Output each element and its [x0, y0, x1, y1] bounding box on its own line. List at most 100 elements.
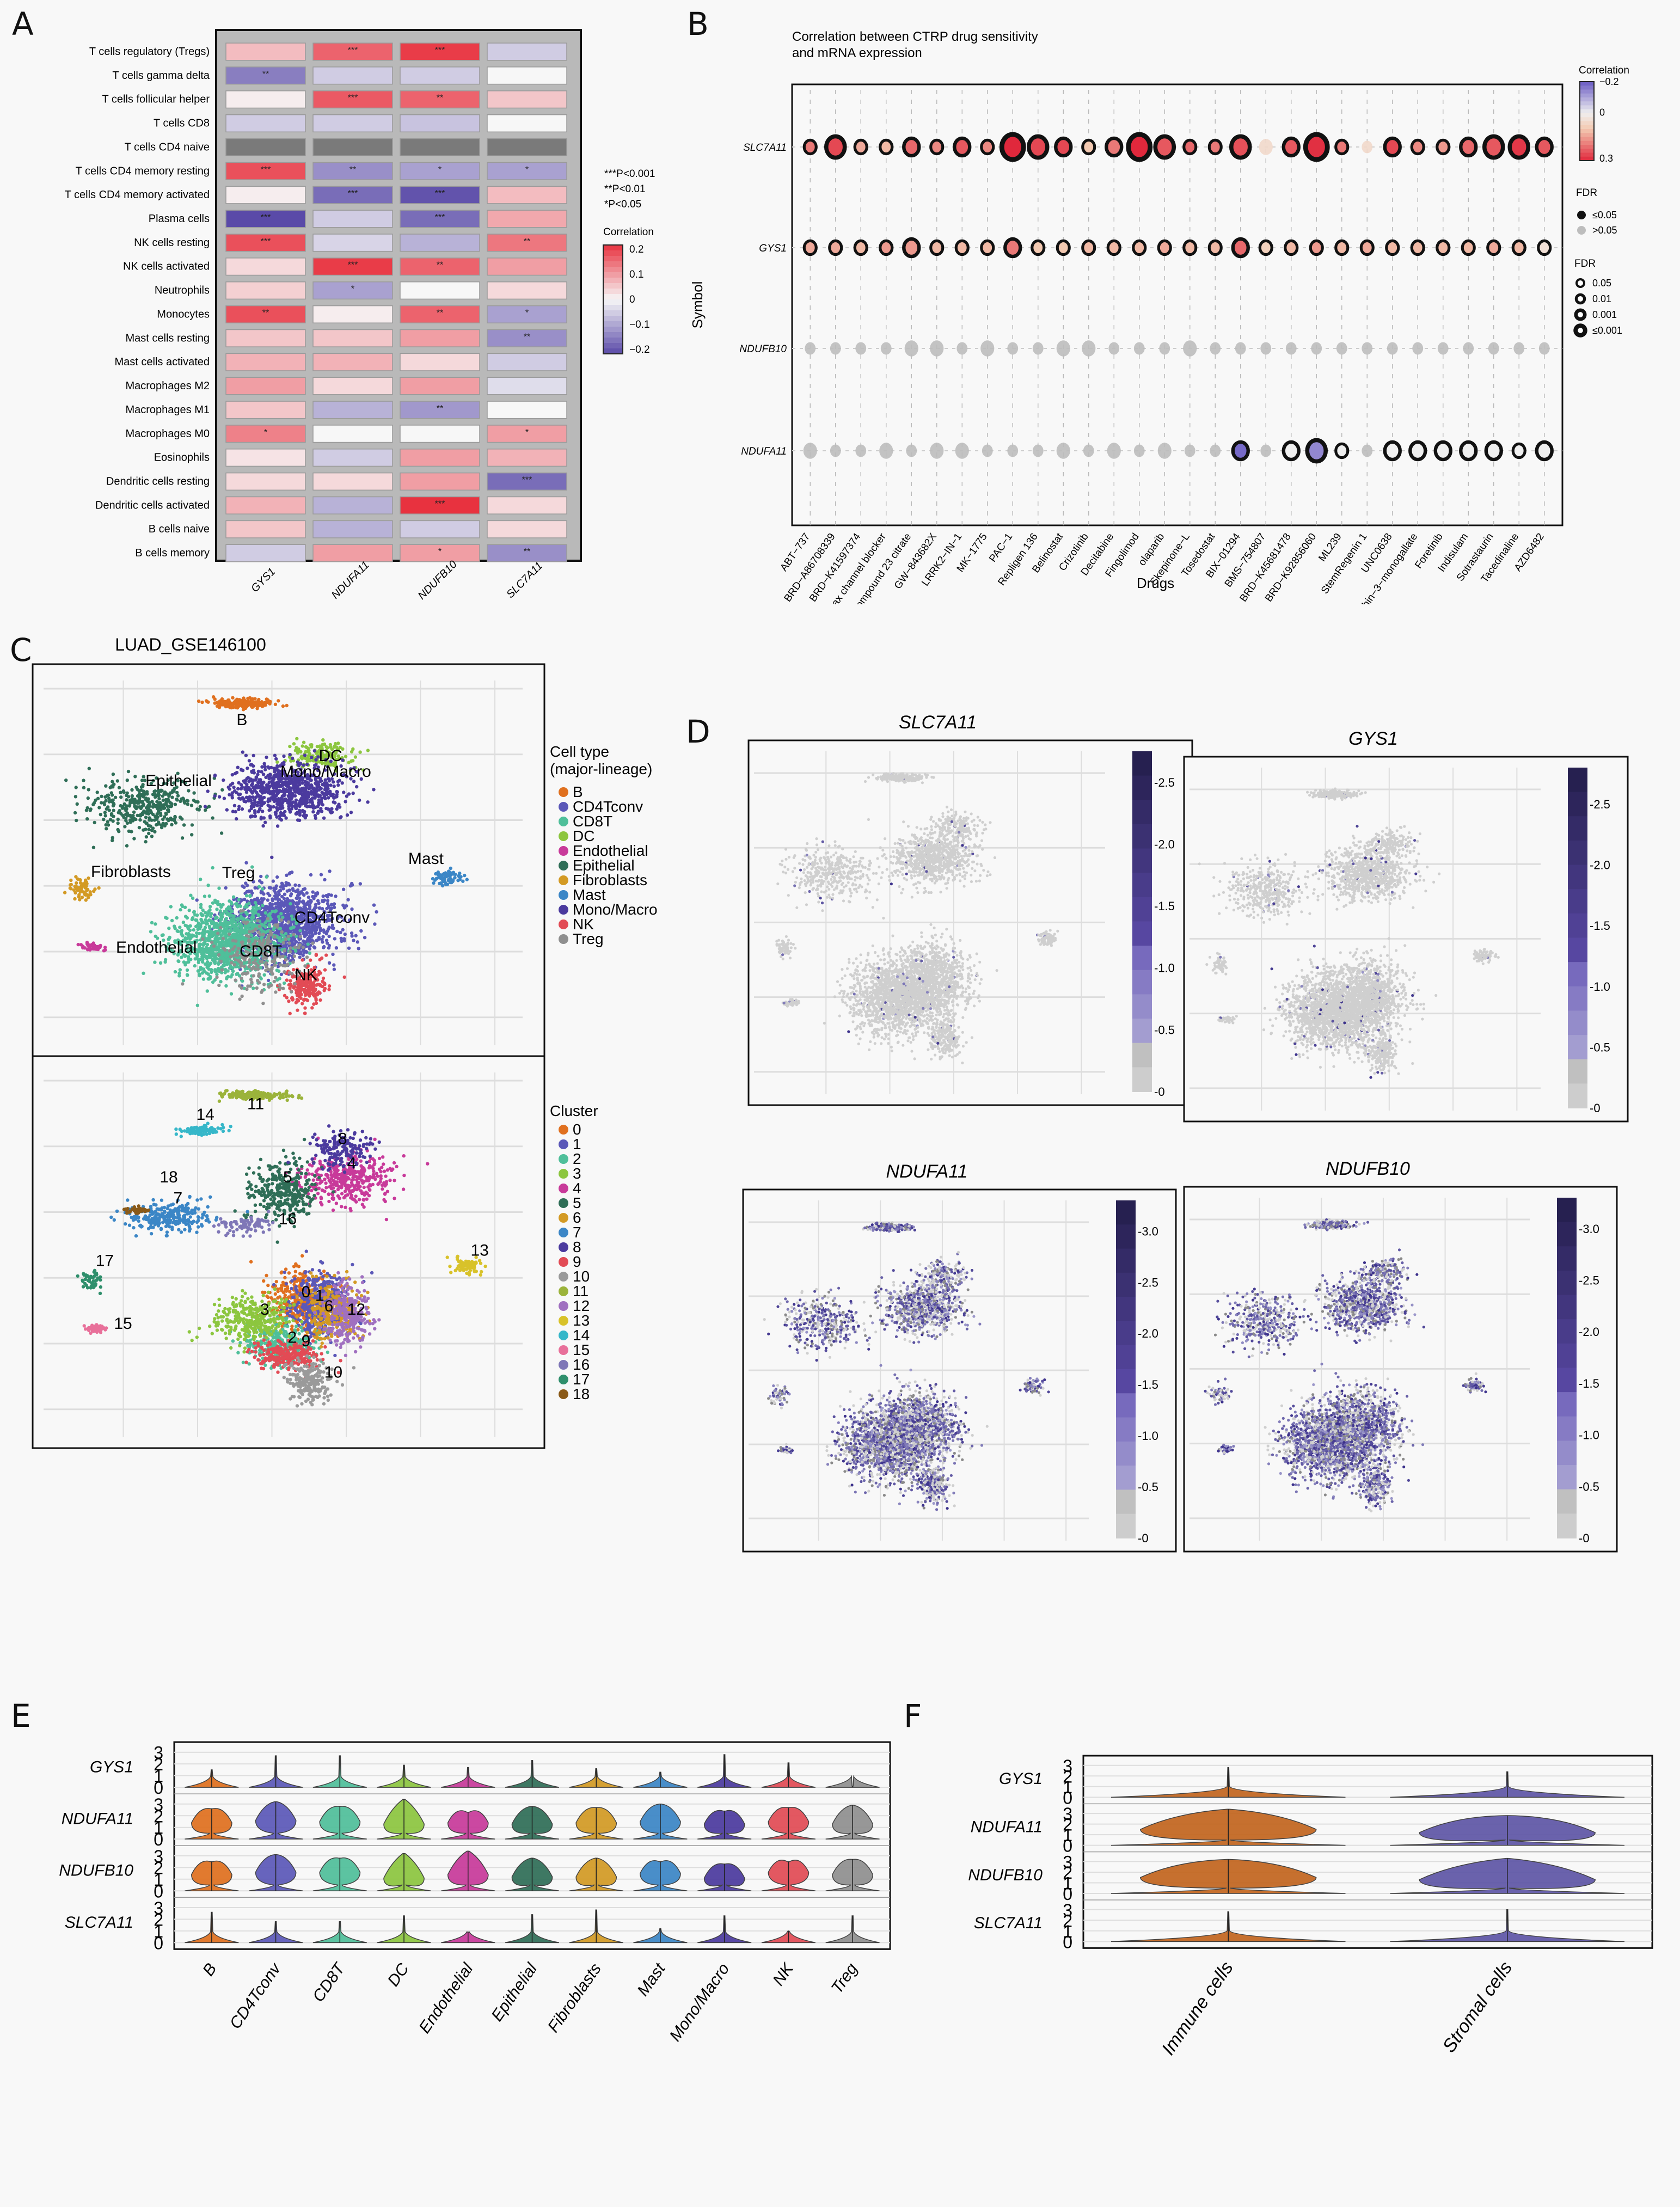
pvalue-legend-item: ***P<0.001 — [604, 168, 655, 180]
dotplot-dot-nonsig — [1260, 342, 1272, 355]
umap-point — [326, 783, 329, 787]
umap-point — [266, 917, 270, 921]
significance-mark: ** — [524, 332, 530, 341]
dotplot-dot — [1003, 237, 1022, 259]
umap-point — [73, 891, 77, 895]
umap-point — [242, 799, 246, 804]
umap-point — [97, 886, 101, 890]
umap-point — [212, 960, 216, 964]
umap-point — [329, 906, 334, 910]
umap-point — [324, 939, 329, 942]
umap-point — [244, 894, 249, 898]
umap-point — [258, 807, 262, 811]
umap-point — [300, 891, 304, 895]
umap-point — [304, 984, 308, 988]
heatmap-cell — [487, 186, 567, 204]
umap-point — [177, 971, 181, 975]
umap-point — [290, 972, 294, 976]
umap-point — [205, 989, 209, 993]
heatmap-row-label: Plasma cells — [149, 213, 210, 225]
umap-point — [217, 953, 221, 957]
umap-point — [317, 931, 321, 935]
umap-point — [253, 900, 257, 905]
dotplot-dot — [1303, 132, 1330, 162]
umap-point — [191, 934, 195, 937]
umap-point — [267, 886, 272, 890]
heatmap-cell — [312, 496, 393, 514]
umap-point — [229, 992, 234, 996]
umap-point — [185, 944, 189, 948]
heatmap-cell — [400, 425, 480, 443]
umap-point — [295, 737, 299, 741]
umap-point — [317, 919, 321, 923]
umap-point — [261, 796, 265, 800]
heatmap-row-label: T cells CD4 memory activated — [65, 189, 210, 201]
umap-point — [176, 941, 180, 945]
heatmap-cell — [487, 66, 567, 85]
immune-correlation-heatmap: T cells regulatory (Tregs) *** ***T cells … — [65, 29, 655, 602]
umap-point — [266, 929, 269, 933]
umap-point — [290, 926, 294, 930]
umap-point — [249, 814, 253, 818]
umap-point — [261, 824, 265, 828]
umap-point — [322, 910, 326, 914]
umap-point — [350, 931, 354, 935]
umap-point — [275, 815, 279, 819]
umap-point — [318, 983, 322, 987]
umap-point — [328, 869, 332, 873]
umap-point — [207, 910, 211, 914]
umap-point — [82, 881, 87, 886]
umap-point — [122, 790, 126, 794]
umap-point — [366, 749, 370, 752]
dotplot-dot — [1383, 136, 1402, 158]
umap-point — [268, 816, 272, 820]
colorbar-step — [1580, 82, 1594, 87]
umap-point — [343, 932, 347, 936]
umap-point — [279, 972, 284, 976]
dotplot-dot — [802, 138, 818, 156]
umap-point — [126, 795, 131, 799]
umap-point — [274, 757, 278, 761]
heatmap-cell — [487, 305, 567, 323]
umap-point — [86, 943, 90, 947]
umap-point — [447, 877, 451, 881]
umap-point — [209, 975, 212, 979]
umap-point — [83, 946, 87, 950]
umap-point — [107, 796, 111, 800]
umap-point — [260, 900, 263, 904]
umap-point — [130, 788, 134, 792]
umap-point — [250, 902, 254, 905]
umap-point — [201, 937, 205, 941]
umap-point — [223, 701, 226, 705]
umap-point — [286, 934, 290, 939]
umap-point — [103, 811, 107, 814]
celltype-legend-dot — [559, 787, 568, 797]
fdr-size-legend-dot — [1573, 323, 1587, 338]
dotplot-dot-nonsig — [1362, 342, 1373, 355]
significance-mark: *** — [522, 475, 532, 485]
umap-point — [324, 953, 328, 957]
celltype-legend-title: Cell type — [550, 743, 609, 760]
dotplot-dot — [1157, 239, 1172, 256]
umap-point — [322, 945, 326, 949]
umap-point — [207, 805, 211, 808]
umap-point — [443, 878, 446, 882]
umap-point — [288, 800, 292, 804]
umap-point — [161, 798, 165, 802]
colorbar-step — [1580, 137, 1594, 142]
umap-point — [239, 915, 243, 918]
colorbar-step — [603, 267, 623, 273]
dotplot-dot-nonsig — [1159, 342, 1170, 355]
dotplot-dot — [1207, 138, 1223, 156]
umap-point — [260, 765, 264, 769]
umap-point — [314, 1001, 318, 1006]
umap-point — [265, 875, 268, 879]
umap-point — [146, 808, 150, 812]
umap-point — [205, 965, 209, 969]
umap-point — [201, 908, 205, 912]
colorbar-step — [603, 272, 623, 278]
significance-mark: ** — [437, 261, 443, 270]
heatmap-row-label: Mast cells resting — [126, 332, 210, 344]
umap-point — [358, 882, 362, 886]
umap-point — [296, 905, 299, 909]
